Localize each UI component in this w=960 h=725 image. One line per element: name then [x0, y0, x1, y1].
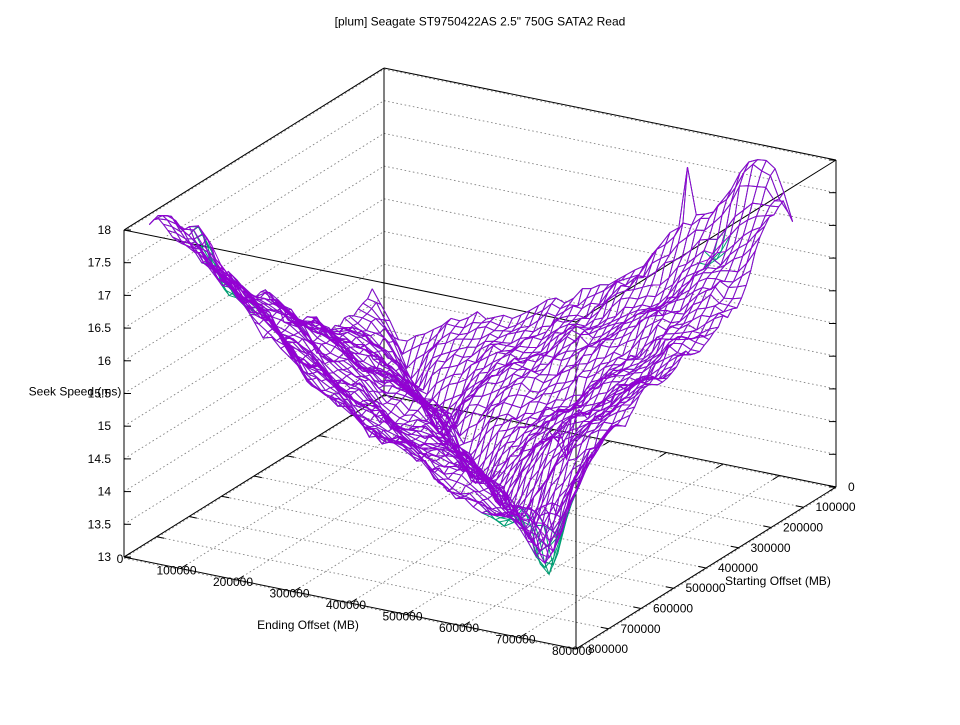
svg-text:Ending Offset (MB): Ending Offset (MB) [257, 618, 359, 632]
svg-text:300000: 300000 [269, 587, 309, 601]
svg-text:200000: 200000 [783, 521, 823, 535]
svg-text:17.5: 17.5 [88, 256, 112, 270]
svg-text:13.5: 13.5 [88, 517, 112, 531]
svg-text:14: 14 [98, 485, 112, 499]
svg-text:Starting Offset (MB): Starting Offset (MB) [725, 574, 831, 588]
svg-text:15.5: 15.5 [88, 387, 112, 401]
svg-text:500000: 500000 [686, 581, 726, 595]
svg-text:200000: 200000 [213, 575, 253, 589]
svg-text:600000: 600000 [653, 602, 693, 616]
svg-text:13: 13 [98, 550, 112, 564]
svg-text:16.5: 16.5 [88, 321, 112, 335]
svg-text:700000: 700000 [621, 622, 661, 636]
svg-text:500000: 500000 [382, 610, 422, 624]
svg-text:18: 18 [98, 223, 112, 237]
svg-text:400000: 400000 [718, 561, 758, 575]
svg-text:600000: 600000 [439, 621, 479, 635]
svg-text:0: 0 [117, 552, 124, 566]
svg-text:100000: 100000 [816, 500, 856, 514]
svg-text:700000: 700000 [495, 633, 535, 647]
svg-text:14.5: 14.5 [88, 452, 112, 466]
svg-text:Seek Speed (ms): Seek Speed (ms) [29, 385, 122, 399]
svg-text:800000: 800000 [552, 644, 592, 658]
svg-text:15: 15 [98, 419, 112, 433]
svg-text:[plum] Seagate ST9750422AS 2.5: [plum] Seagate ST9750422AS 2.5" 750G SAT… [335, 15, 626, 29]
svg-text:800000: 800000 [588, 642, 628, 656]
svg-text:0: 0 [848, 480, 855, 494]
svg-text:17: 17 [98, 288, 112, 302]
svg-text:100000: 100000 [156, 564, 196, 578]
svg-text:300000: 300000 [751, 541, 791, 555]
svg-text:400000: 400000 [326, 598, 366, 612]
svg-text:16: 16 [98, 354, 112, 368]
